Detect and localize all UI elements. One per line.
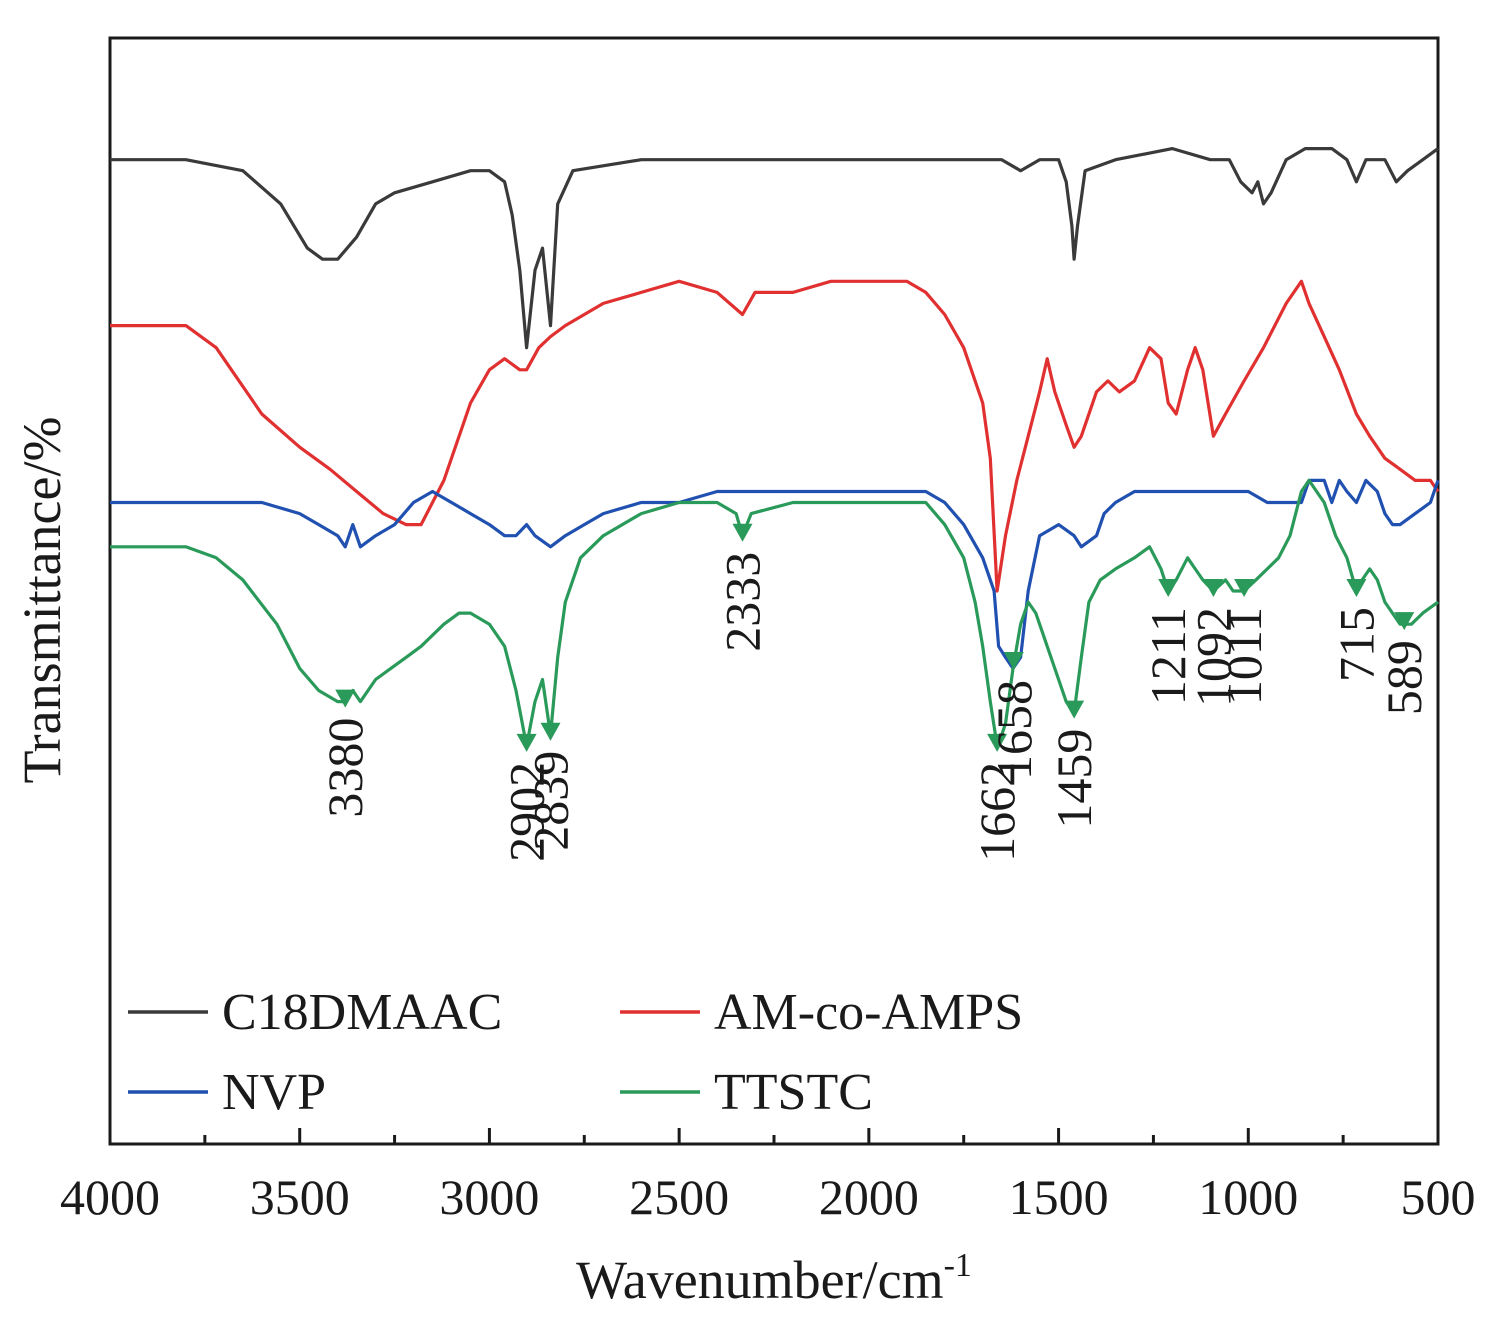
peak-arrow-1658 [1003,651,1024,670]
peak-arrow-1211 [1158,579,1179,597]
x-tick-label: 3500 [250,1169,350,1225]
legend-label-nvp: NVP [222,1064,326,1121]
x-axis-tick-labels: 4000 3500 3000 2500 2000 1500 1000 500 [60,1169,1476,1225]
peak-arrow-1011 [1234,579,1255,597]
x-tick-label: 4000 [60,1169,160,1225]
peak-arrow-2333 [732,523,753,542]
x-tick-label: 1500 [1009,1169,1109,1225]
x-tick-label: 3000 [439,1169,539,1225]
series-line-am-co-amps [110,279,1440,593]
legend-label-am-co-amps: AM-co-AMPS [714,984,1023,1041]
peak-label-1459: 1459 [1046,729,1102,829]
x-tick-label: 500 [1401,1169,1476,1225]
x-axis-title: Wavenumber/cm-1 [576,1247,972,1310]
peak-arrow-715 [1346,579,1367,597]
peak-label-1658: 1658 [986,680,1042,780]
peak-label-1011: 1011 [1216,607,1272,705]
peak-label-1662: 1662 [969,762,1025,862]
x-axis-ticks [108,1128,1440,1144]
peak-label-589: 589 [1376,640,1432,715]
peak-arrow-2902 [516,733,537,752]
peak-arrow-1662 [987,733,1008,752]
peak-label-2902: 2902 [499,762,555,862]
x-axis-title-superscript: -1 [944,1247,972,1284]
y-axis-title: Transmittance/% [12,417,72,784]
peak-arrow-1459 [1064,700,1085,719]
peak-label-2839: 2839 [523,751,579,851]
series-line-c18dmaac [110,147,1439,350]
legend-label-ttstc: TTSTC [714,1064,873,1121]
x-axis-title-main: Wavenumber/cm [576,1250,944,1310]
x-tick-label: 2000 [819,1169,919,1225]
x-tick-label: 2500 [629,1169,729,1225]
peak-label-2333: 2333 [715,552,771,652]
peak-label-1092: 1092 [1185,607,1241,707]
peak-arrow-589 [1394,612,1415,631]
peak-arrow-3380 [335,689,356,708]
legend: C18DMAAC AM-co-AMPS NVP TTSTC [128,984,1023,1121]
peak-label-1211: 1211 [1140,607,1196,705]
peak-arrow-2839 [540,722,561,741]
peak-label-3380: 3380 [317,718,373,818]
peak-label-715: 715 [1328,607,1384,682]
x-tick-label: 1000 [1198,1169,1298,1225]
peak-arrow-1092 [1203,579,1224,597]
legend-label-c18dmaac: C18DMAAC [222,984,502,1041]
series-line-nvp [110,478,1440,670]
